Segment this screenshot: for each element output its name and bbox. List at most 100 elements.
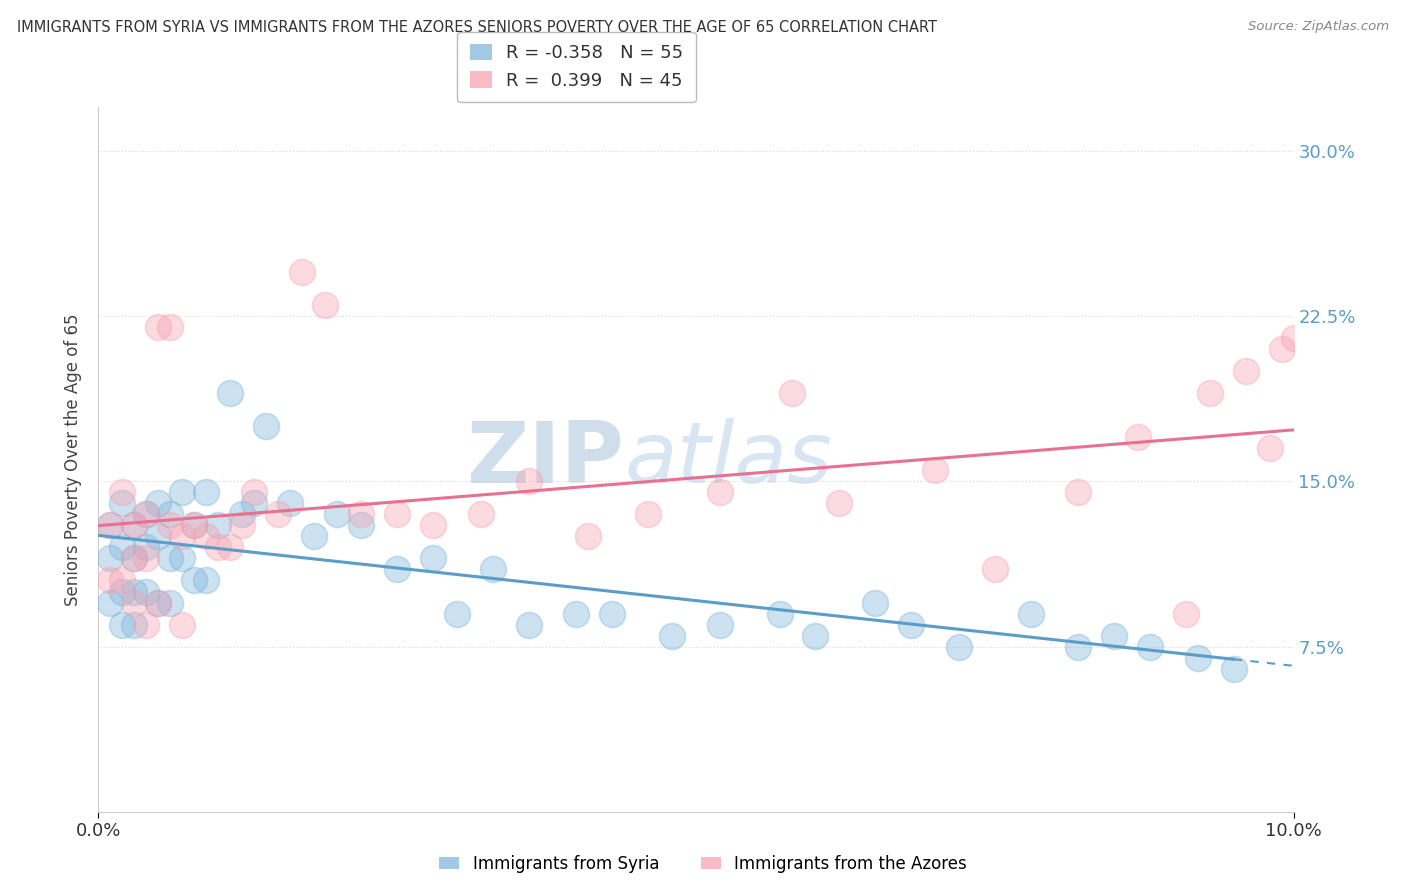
Point [159,518,181,533]
Point [159,320,181,334]
Point [135,508,157,522]
Point [148,496,170,510]
Point [661,628,683,642]
Legend: Immigrants from Syria, Immigrants from the Azores: Immigrants from Syria, Immigrants from t… [433,848,973,880]
Point [385,562,409,576]
Point [1128,430,1150,444]
Point [219,541,242,555]
Point [1271,343,1294,357]
Point [446,607,468,621]
Point [422,518,444,533]
Text: ZIP: ZIP [467,417,624,501]
Point [243,496,266,510]
Point [207,518,229,533]
Point [254,419,277,434]
Point [183,518,205,533]
Point [111,485,134,500]
Point [195,529,218,543]
Point [148,529,170,543]
Point [637,508,659,522]
Point [111,574,134,588]
Point [517,475,540,489]
Point [124,551,146,566]
Point [195,574,218,588]
Point [148,595,170,609]
Point [1199,386,1222,401]
Point [828,496,851,510]
Point [183,574,205,588]
Legend: R = -0.358   N = 55, R =  0.399   N = 45: R = -0.358 N = 55, R = 0.399 N = 45 [457,31,696,103]
Point [1067,640,1090,654]
Point [302,529,325,543]
Point [924,463,946,477]
Point [172,617,194,632]
Point [135,551,157,566]
Point [124,518,146,533]
Point [350,518,373,533]
Point [135,508,157,522]
Point [148,320,170,334]
Point [1187,650,1209,665]
Point [1223,662,1246,676]
Point [124,518,146,533]
Point [111,584,134,599]
Point [865,595,887,609]
Point [148,595,170,609]
Point [900,617,922,632]
Point [315,298,337,312]
Point [159,508,181,522]
Point [804,628,827,642]
Point [111,541,134,555]
Point [267,508,290,522]
Point [124,595,146,609]
Point [482,562,505,576]
Point [98,518,122,533]
Point [1258,442,1281,456]
Point [195,485,218,500]
Point [183,518,205,533]
Point [350,508,373,522]
Point [243,485,266,500]
Point [578,529,600,543]
Point [98,595,122,609]
Point [124,551,146,566]
Point [135,617,157,632]
Point [1067,485,1090,500]
Point [172,551,194,566]
Point [422,551,444,566]
Point [124,617,146,632]
Point [769,607,792,621]
Point [517,617,540,632]
Point [124,584,146,599]
Point [1175,607,1198,621]
Point [1282,331,1305,345]
Point [159,595,181,609]
Point [291,265,314,279]
Point [602,607,624,621]
Text: Source: ZipAtlas.com: Source: ZipAtlas.com [1249,20,1389,33]
Point [172,529,194,543]
Point [98,574,122,588]
Point [1019,607,1042,621]
Point [111,617,134,632]
Point [135,584,157,599]
Point [780,386,803,401]
Point [111,496,134,510]
Point [326,508,349,522]
Point [219,386,242,401]
Point [1104,628,1126,642]
Point [385,508,409,522]
Point [565,607,588,621]
Text: atlas: atlas [624,417,832,501]
Point [709,485,731,500]
Point [231,508,253,522]
Y-axis label: Seniors Poverty Over the Age of 65: Seniors Poverty Over the Age of 65 [63,313,82,606]
Point [984,562,1007,576]
Point [172,485,194,500]
Point [709,617,731,632]
Point [470,508,492,522]
Point [948,640,970,654]
Text: IMMIGRANTS FROM SYRIA VS IMMIGRANTS FROM THE AZORES SENIORS POVERTY OVER THE AGE: IMMIGRANTS FROM SYRIA VS IMMIGRANTS FROM… [17,20,936,35]
Point [135,541,157,555]
Point [98,551,122,566]
